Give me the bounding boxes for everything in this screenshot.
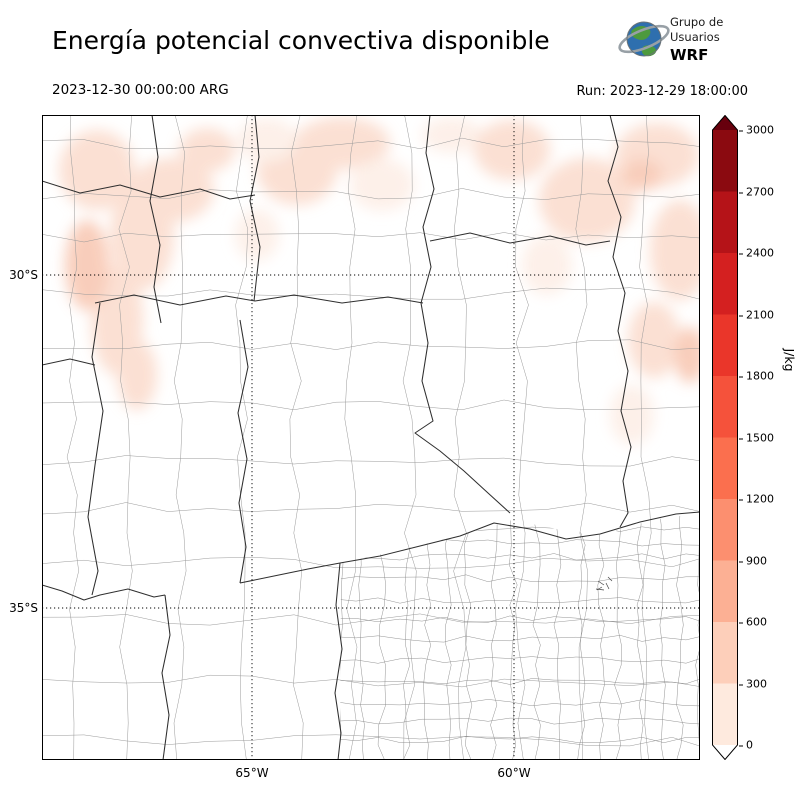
lat-tick-35s: 35°S — [9, 601, 38, 615]
colorbar-tick: 900 — [739, 554, 767, 568]
cape-shading — [59, 117, 700, 445]
province-borders — [42, 115, 700, 760]
colorbar-tick: 600 — [739, 615, 767, 629]
globe-icon — [618, 21, 670, 57]
colorbar-tick: 3000 — [739, 123, 774, 137]
wrf-logo: Grupo de Usuarios WRF — [618, 15, 723, 64]
department-boundaries — [42, 115, 700, 760]
logo-line3: WRF — [670, 46, 708, 64]
colorbar-segments — [712, 130, 738, 746]
lon-tick-65w: 65°W — [235, 766, 269, 780]
colorbar-tick: 0 — [739, 738, 753, 752]
colorbar-tick: 1200 — [739, 492, 774, 506]
lat-tick-30s: 30°S — [9, 268, 38, 282]
colorbar-tick: 2700 — [739, 185, 774, 199]
lon-tick-60w: 60°W — [497, 766, 531, 780]
logo-line2: Usuarios — [670, 30, 720, 44]
colorbar-arrow-bottom — [712, 745, 738, 760]
map-frame — [42, 115, 700, 760]
valid-time-label: 2023-12-30 00:00:00 ARG — [52, 82, 229, 98]
run-time-label: Run: 2023-12-29 18:00:00 — [576, 84, 748, 99]
colorbar-tick: 1500 — [739, 431, 774, 445]
colorbar-tick: 2100 — [739, 308, 774, 322]
logo-line1: Grupo de — [670, 15, 723, 29]
map-canvas — [42, 115, 700, 760]
city-cluster — [595, 576, 613, 591]
colorbar-tick: 300 — [739, 677, 767, 691]
page-title: Energía potencial convectiva disponible — [52, 26, 550, 55]
graticule-lines — [42, 115, 700, 760]
colorbar-arrow-top — [712, 115, 738, 130]
colorbar-outline — [712, 115, 738, 760]
colorbar — [712, 115, 738, 760]
colorbar-tick: 2400 — [739, 246, 774, 260]
colorbar-tick: 1800 — [739, 369, 774, 383]
colorbar-unit-label: J/kg — [782, 348, 797, 372]
